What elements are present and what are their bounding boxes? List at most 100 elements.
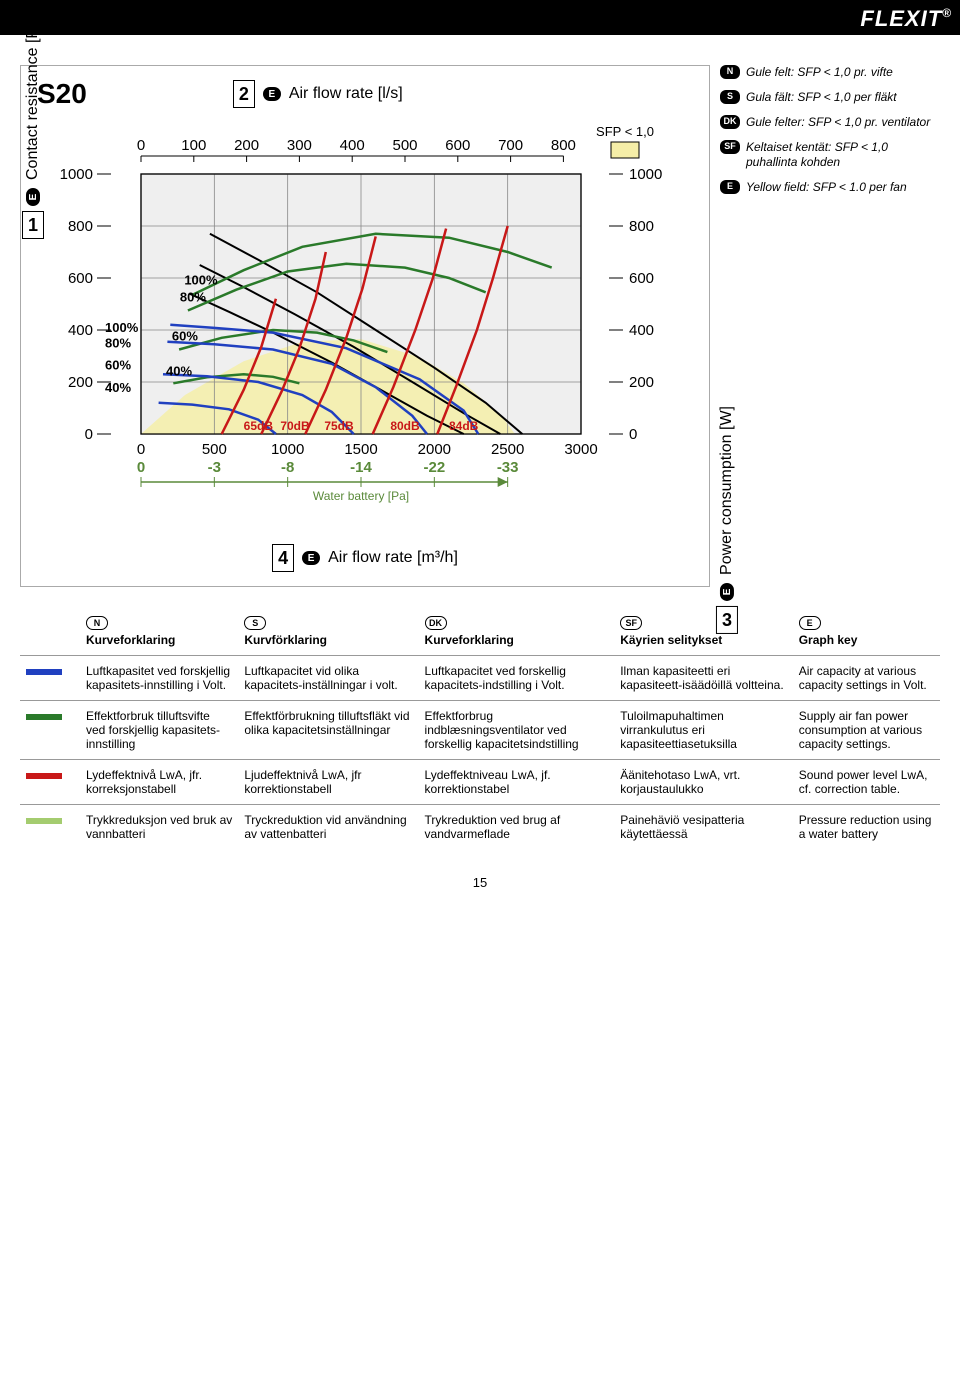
lang-badge: DK [720,115,740,129]
legend-text: Yellow field: SFP < 1.0 per fan [746,180,907,195]
table-row: Trykkreduksjon ved bruk av vannbatteriTr… [20,805,940,850]
color-swatch [26,773,62,779]
graph-key-table: NKurveforklaringSKurvförklaringDKKurvefo… [20,607,940,849]
svg-text:400: 400 [340,137,365,154]
svg-text:1000: 1000 [629,166,662,183]
svg-text:500: 500 [202,441,227,458]
legend-text: Keltaiset kentät: SFP < 1,0 puhallinta k… [746,140,940,170]
svg-text:400: 400 [629,322,654,339]
table-header: EGraph key [793,607,940,656]
svg-text:40%: 40% [166,363,192,378]
svg-text:400: 400 [68,322,93,339]
svg-text:2000: 2000 [418,441,451,458]
svg-text:0: 0 [137,137,145,154]
svg-text:500: 500 [392,137,417,154]
svg-text:80%: 80% [105,336,131,351]
table-header: NKurveforklaring [80,607,238,656]
legend-text: Gule felt: SFP < 1,0 pr. vifte [746,65,893,80]
svg-text:SFP < 1,0: SFP < 1,0 [596,124,654,139]
svg-text:800: 800 [551,137,576,154]
svg-text:300: 300 [287,137,312,154]
legend-row: SF Keltaiset kentät: SFP < 1,0 puhallinta… [720,140,940,170]
svg-text:800: 800 [68,218,93,235]
svg-text:60%: 60% [172,328,198,343]
svg-text:3000: 3000 [564,441,597,458]
svg-text:-22: -22 [423,459,445,476]
legend-row: DK Gule felter: SFP < 1,0 pr. ventilator [720,115,940,130]
svg-text:600: 600 [445,137,470,154]
svg-text:80dB: 80dB [390,419,420,433]
table-cell: Luftkapacitet vid olika kapacitets-instä… [238,656,418,701]
table-cell: Tuloilmapuhaltimen virrankulutus eri kap… [614,701,792,760]
table-cell: Luftkapacitet ved forskellig kapacitets-… [419,656,615,701]
color-swatch [26,669,62,675]
table-row: Effektforbruk tilluftsvifte ved forskjel… [20,701,940,760]
axis-marker-2: 2 [233,80,255,108]
table-header: DKKurveforklaring [419,607,615,656]
svg-text:1000: 1000 [60,166,93,183]
color-swatch [26,818,62,824]
svg-text:2500: 2500 [491,441,524,458]
table-cell: Trykkreduksjon ved bruk av vannbatteri [80,805,238,850]
svg-text:-8: -8 [281,459,294,476]
color-swatch [26,714,62,720]
svg-text:70dB: 70dB [280,419,310,433]
svg-text:200: 200 [629,374,654,391]
table-cell: Sound power level LwA, cf. correction ta… [793,760,940,805]
table-header: SKurvförklaring [238,607,418,656]
sfp-legend: NGule felt: SFP < 1,0 pr. vifte S Gula fäl… [720,65,940,587]
legend-row: NGule felt: SFP < 1,0 pr. vifte [720,65,940,80]
svg-text:60%: 60% [105,358,131,373]
svg-text:84dB: 84dB [449,419,479,433]
svg-text:75dB: 75dB [324,419,354,433]
table-cell: Supply air fan power consumption at vari… [793,701,940,760]
brand-header: FLEXIT® [0,0,960,35]
svg-text:1500: 1500 [344,441,377,458]
lang-badge-e-bottom: E [302,551,320,565]
svg-text:0: 0 [137,459,145,476]
table-header: SFKäyrien selitykset [614,607,792,656]
svg-text:Water battery [Pa]: Water battery [Pa] [313,489,409,503]
table-cell: Air capacity at various capacity setting… [793,656,940,701]
axis-top-title: Air flow rate [l/s] [289,85,403,103]
lang-badge-e-left: E [26,188,40,206]
svg-text:-14: -14 [350,459,372,476]
axis-marker-3: 3 [716,606,738,634]
axis-marker-4: 4 [272,544,294,572]
table-cell: Lydeffektnivå LwA, jfr. korreksjonstabel… [80,760,238,805]
fan-chart: 0100200300400500600700800050010001500200… [31,114,699,534]
table-cell: Lydeffektniveau LwA, jf. korrektionstabe… [419,760,615,805]
svg-text:1000: 1000 [271,441,304,458]
axis-right-title: Power consumption [W] [718,406,736,575]
table-cell: Effektforbruk tilluftsvifte ved forskjel… [80,701,238,760]
svg-text:0: 0 [629,426,637,443]
legend-text: Gule felter: SFP < 1,0 pr. ventilator [746,115,930,130]
chart-card: S20 2 E Air flow rate [l/s] 1 E Contact … [20,65,710,587]
svg-text:200: 200 [234,137,259,154]
lang-badge-e-right: E [720,583,734,601]
page-number: 15 [0,869,960,900]
axis-marker-1: 1 [22,211,44,239]
svg-text:-3: -3 [208,459,221,476]
table-cell: Painehäviö vesipatteria käytettäessä [614,805,792,850]
svg-text:40%: 40% [105,380,131,395]
table-cell: Ljudeffektnivå LwA, jfr korrektionstabel… [238,760,418,805]
svg-text:80%: 80% [180,289,206,304]
table-cell: Tryckreduktion vid användning av vattenb… [238,805,418,850]
svg-text:600: 600 [68,270,93,287]
axis-left-title: Contact resistance [Pa] [24,15,42,180]
table-cell: Luftkapasitet ved forskjellig kapasitets… [80,656,238,701]
svg-text:100%: 100% [105,320,139,335]
svg-text:600: 600 [629,270,654,287]
legend-text: Gula fält: SFP < 1,0 per fläkt [746,90,897,105]
table-row: Lydeffektnivå LwA, jfr. korreksjonstabel… [20,760,940,805]
legend-row: S Gula fält: SFP < 1,0 per fläkt [720,90,940,105]
table-row: Luftkapasitet ved forskjellig kapasitets… [20,656,940,701]
svg-text:0: 0 [85,426,93,443]
svg-text:200: 200 [68,374,93,391]
lang-badge-e-top: E [263,87,281,101]
lang-badge: SF [720,140,740,154]
lang-badge: E [720,180,740,194]
lang-badge: S [720,90,740,104]
brand-logo-text: FLEXIT [860,6,942,31]
